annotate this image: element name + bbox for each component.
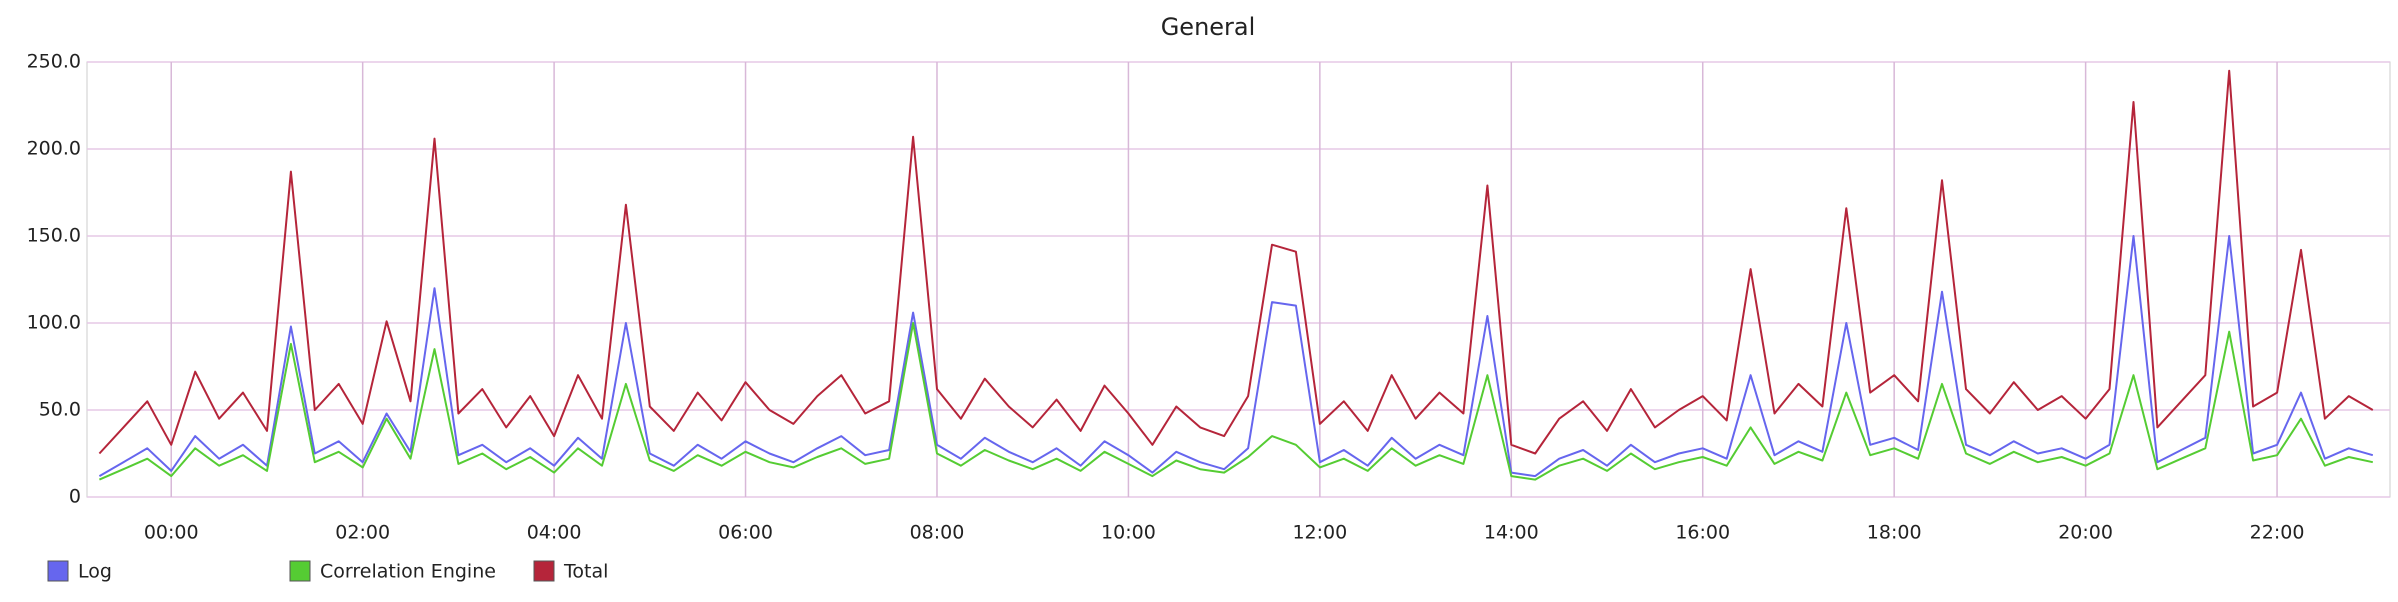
x-tick-label: 20:00 [2058, 522, 2113, 544]
series-line [99, 322, 2374, 481]
x-tick-label: 06:00 [718, 522, 773, 544]
y-tick-label: 250.0 [27, 51, 81, 73]
y-tick-label: 100.0 [27, 312, 81, 334]
x-tick-label: 14:00 [1484, 522, 1539, 544]
y-tick-label: 50.0 [39, 399, 81, 421]
y-tick-label: 0 [69, 486, 81, 508]
x-tick-label: 02:00 [335, 522, 390, 544]
series-line [98, 235, 2374, 478]
legend-label: Log [78, 561, 112, 583]
legend-swatch [289, 560, 311, 582]
y-tick-label: 150.0 [27, 225, 81, 247]
legend-swatch [533, 560, 555, 582]
y-tick-label: 200.0 [27, 138, 81, 160]
x-tick-label: 18:00 [1867, 522, 1922, 544]
legend-label: Total [563, 561, 608, 583]
series-line [98, 69, 2374, 455]
x-tick-label: 00:00 [144, 522, 199, 544]
x-tick-label: 10:00 [1101, 522, 1156, 544]
plot-area [86, 61, 2391, 498]
x-tick-label: 04:00 [527, 522, 582, 544]
x-tick-label: 12:00 [1292, 522, 1347, 544]
legend-swatch [47, 560, 69, 582]
x-tick-label: 22:00 [2250, 522, 2305, 544]
legend-label: Correlation Engine [320, 561, 496, 583]
x-tick-label: 16:00 [1675, 522, 1730, 544]
x-tick-label: 08:00 [910, 522, 965, 544]
chart-title: General [1161, 13, 1256, 41]
